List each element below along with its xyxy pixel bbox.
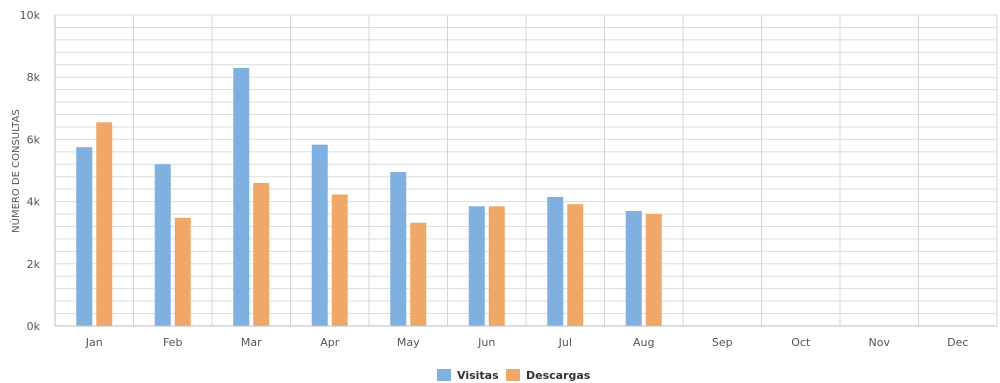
bar-visitas-feb	[154, 164, 171, 326]
legend-label-visitas: Visitas	[457, 369, 499, 382]
bar-descargas-mar	[253, 182, 270, 326]
legend-swatch-descargas	[506, 369, 520, 381]
y-tick-label: 8k	[27, 71, 41, 84]
bar-descargas-apr	[331, 194, 348, 326]
bar-visitas-may	[390, 172, 407, 326]
y-tick-label: 4k	[27, 196, 41, 209]
grid	[54, 14, 998, 327]
bar-visitas-jul	[547, 196, 564, 326]
x-tick-label: Nov	[869, 336, 891, 349]
x-tick-label: Mar	[241, 336, 262, 349]
x-tick-label: Dec	[947, 336, 968, 349]
legend-label-descargas: Descargas	[526, 369, 591, 382]
bar-visitas-apr	[311, 144, 328, 326]
bar-descargas-jan	[96, 122, 113, 326]
x-tick-label: Oct	[791, 336, 811, 349]
x-tick-label: Apr	[320, 336, 340, 349]
y-tick-label: 2k	[27, 258, 41, 271]
bar-descargas-aug	[645, 214, 662, 326]
bar-descargas-may	[410, 222, 427, 326]
y-tick-label: 6k	[27, 133, 41, 146]
x-tick-label: May	[397, 336, 420, 349]
y-tick-label: 0k	[27, 320, 41, 333]
bar-visitas-mar	[233, 67, 250, 327]
y-tick-label: 10k	[20, 9, 41, 22]
x-tick-label: Feb	[163, 336, 182, 349]
bar-descargas-jul	[567, 204, 584, 326]
x-tick-label: Aug	[633, 336, 654, 349]
bar-descargas-jun	[488, 206, 505, 326]
legend: Visitas Descargas	[437, 369, 591, 382]
y-axis-title: NÚMERO DE CONSULTAS	[9, 109, 22, 233]
bar-descargas-feb	[174, 217, 191, 326]
legend-swatch-visitas	[437, 369, 451, 381]
bar-visitas-aug	[625, 210, 642, 326]
x-tick-label: Jul	[558, 336, 572, 349]
bars	[76, 67, 662, 327]
bar-visitas-jan	[76, 147, 93, 326]
x-tick-label: Jun	[477, 336, 495, 349]
bar-visitas-jun	[468, 206, 485, 326]
x-tick-label: Jan	[85, 336, 103, 349]
tick-labels: 0k 2k 4k 6k 8k 10k Jan Feb Mar Apr May Jun Jul Aug Sep…	[20, 9, 969, 349]
x-tick-label: Sep	[712, 336, 733, 349]
axes	[54, 15, 997, 327]
